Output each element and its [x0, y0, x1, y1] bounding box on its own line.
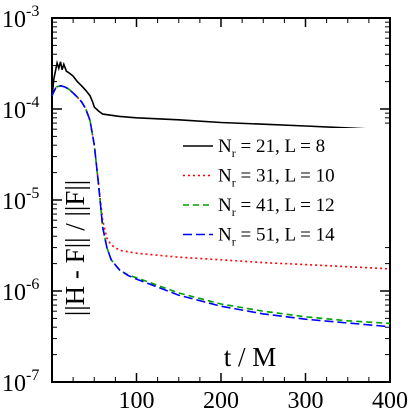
y-tick-label: 10-6	[2, 276, 39, 306]
y-tick-label: 10-3	[2, 3, 39, 33]
x-tick-label: 300	[288, 388, 324, 412]
y-axis-label: ||H - F|| / ||F||	[60, 180, 90, 316]
legend-label-1: Nr = 21, L = 8	[218, 136, 325, 160]
series-line-1	[51, 59, 391, 131]
x-tick-label: 100	[119, 388, 155, 412]
y-tick-label: 10-4	[2, 94, 39, 124]
x-axis-label: t / M	[224, 342, 277, 372]
legend-label-2: Nr = 31, L = 10	[218, 166, 335, 190]
series-line-4	[51, 84, 391, 328]
legend-box	[178, 128, 389, 246]
x-tick-label: 200	[203, 388, 239, 412]
y-tick-label: 10-7	[2, 367, 39, 397]
axis-ticks: 100 200 300 400 10-3 10-4 10-5 10-6 10-7	[2, 3, 408, 412]
series-lines	[51, 59, 391, 328]
x-tick-label: 400	[372, 388, 408, 412]
series-line-3	[51, 84, 391, 325]
legend: Nr = 21, L = 8 Nr = 31, L = 10 Nr = 41, L …	[178, 128, 389, 249]
legend-label-3: Nr = 41, L = 12	[218, 195, 335, 219]
y-tick-label: 10-5	[2, 185, 39, 215]
legend-label-4: Nr = 51, L = 14	[218, 225, 335, 249]
